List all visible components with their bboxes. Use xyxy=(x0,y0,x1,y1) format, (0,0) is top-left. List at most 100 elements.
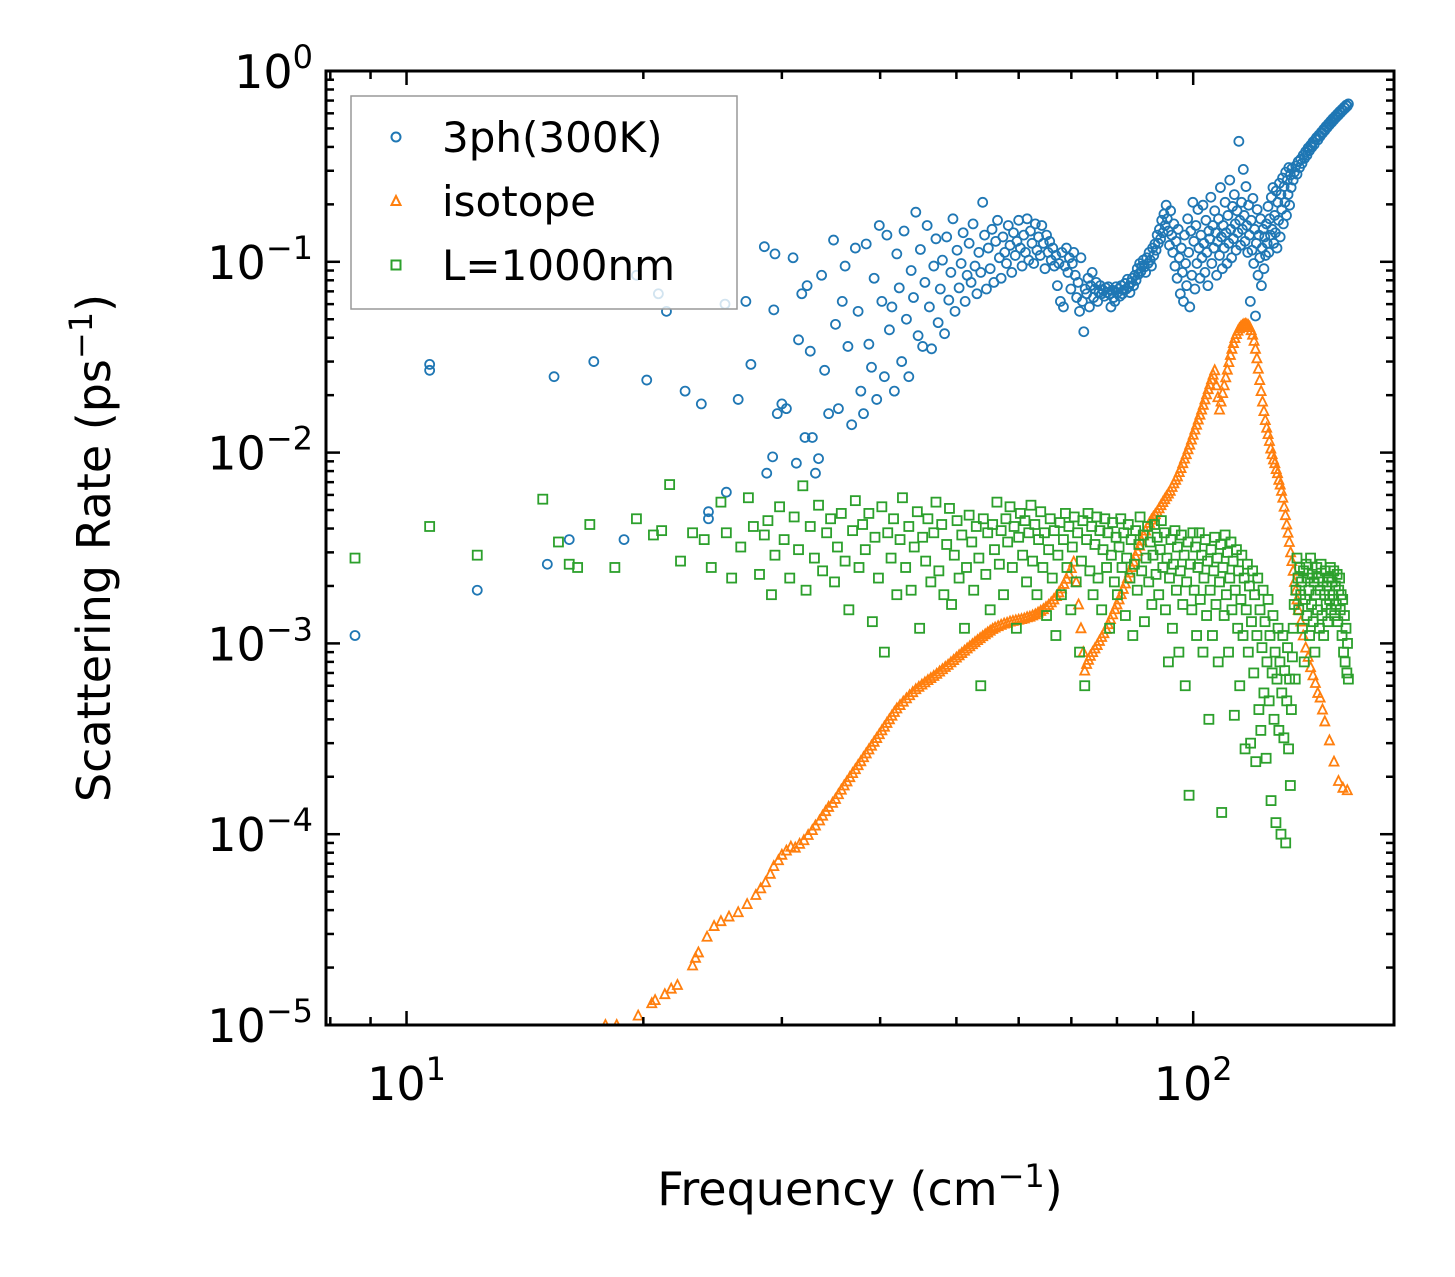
data-point-l1000nm xyxy=(1115,513,1127,525)
data-point-l1000nm xyxy=(742,492,754,504)
data-point-3ph xyxy=(1055,296,1066,307)
data-point-l1000nm xyxy=(973,552,985,564)
data-point-l1000nm xyxy=(1263,695,1275,707)
data-point-3ph xyxy=(1150,244,1162,256)
data-point-3ph xyxy=(471,584,483,596)
data-point-l1000nm xyxy=(1253,704,1265,715)
data-point-l1000nm xyxy=(1255,724,1267,736)
data-point-l1000nm xyxy=(853,562,865,573)
series-0 xyxy=(349,98,1354,641)
data-point-l1000nm xyxy=(553,536,564,548)
data-point-l1000nm xyxy=(1124,572,1136,584)
data-point-l1000nm xyxy=(1261,656,1273,668)
data-point-3ph xyxy=(833,403,844,415)
data-point-l1000nm xyxy=(1285,704,1297,715)
data-point-isotope xyxy=(686,958,699,971)
data-point-l1000nm xyxy=(930,496,942,508)
data-point-3ph xyxy=(943,294,955,306)
data-point-l1000nm xyxy=(1207,630,1218,641)
data-point-3ph xyxy=(349,630,361,641)
data-point-isotope xyxy=(1328,754,1340,767)
data-point-3ph xyxy=(1029,218,1041,230)
data-point-3ph xyxy=(852,305,864,317)
data-point-l1000nm xyxy=(1052,549,1064,561)
data-point-l1000nm xyxy=(897,492,908,504)
data-point-3ph xyxy=(1172,223,1184,235)
data-point-3ph xyxy=(1226,252,1238,264)
data-point-3ph xyxy=(1197,199,1209,211)
data-point-l1000nm xyxy=(843,604,855,616)
data-point-l1000nm xyxy=(1140,552,1152,564)
data-point-3ph xyxy=(1222,210,1234,221)
data-point-3ph xyxy=(993,252,1005,264)
data-point-3ph xyxy=(955,258,967,269)
data-point-isotope xyxy=(1307,668,1319,681)
data-point-l1000nm xyxy=(1264,630,1276,641)
data-point-l1000nm xyxy=(963,509,975,521)
data-point-l1000nm xyxy=(1210,599,1222,610)
data-point-isotope xyxy=(1316,702,1329,715)
data-point-l1000nm xyxy=(1061,562,1073,573)
data-point-isotope xyxy=(1078,663,1091,676)
data-point-3ph xyxy=(1199,266,1211,278)
data-point-3ph xyxy=(912,330,924,342)
data-point-3ph xyxy=(1263,247,1275,258)
data-point-l1000nm xyxy=(1223,646,1234,658)
data-point-l1000nm xyxy=(1225,536,1237,548)
data-point-l1000nm xyxy=(1046,572,1058,584)
data-point-l1000nm xyxy=(1072,527,1084,539)
data-point-l1000nm xyxy=(813,499,824,511)
data-point-l1000nm xyxy=(1339,656,1351,668)
data-point-isotope xyxy=(1117,581,1130,594)
data-point-l1000nm xyxy=(1105,549,1117,561)
data-point-3ph xyxy=(903,371,915,383)
plot-frame xyxy=(324,69,1396,1027)
data-point-3ph xyxy=(1202,280,1214,292)
data-point-isotope xyxy=(903,688,916,701)
y-axis-title-base: Scattering Rate (ps xyxy=(67,359,121,802)
data-point-l1000nm xyxy=(1010,622,1022,634)
data-point-3ph xyxy=(548,371,560,383)
data-point-isotope xyxy=(645,996,658,1009)
data-point-l1000nm xyxy=(966,536,978,548)
data-point-3ph xyxy=(1250,310,1261,322)
data-point-3ph xyxy=(842,341,854,352)
data-point-l1000nm xyxy=(975,680,987,692)
tick-labels: 101 102 100 10−1 10−2 10−3 10−4 10−5 xyxy=(207,38,1232,1111)
data-point-l1000nm xyxy=(1260,752,1272,764)
data-point-3ph xyxy=(1266,223,1278,235)
data-point-l1000nm xyxy=(1188,584,1200,596)
data-point-3ph xyxy=(1178,296,1189,307)
data-point-3ph xyxy=(767,451,779,463)
data-point-l1000nm xyxy=(720,527,732,539)
data-point-l1000nm xyxy=(1181,576,1193,588)
y-tick-label: 10−4 xyxy=(207,801,313,862)
x-tick-label: 102 xyxy=(1154,1050,1233,1111)
data-point-isotope xyxy=(1309,675,1322,688)
data-point-l1000nm xyxy=(998,589,1009,601)
data-point-l1000nm xyxy=(1284,780,1296,791)
data-point-3ph xyxy=(999,247,1011,258)
data-point-3ph xyxy=(1189,283,1201,295)
data-point-l1000nm xyxy=(1101,562,1112,573)
data-point-isotope xyxy=(658,987,671,1000)
data-point-l1000nm xyxy=(859,544,871,556)
data-point-l1000nm xyxy=(758,529,770,541)
y-tick-label: 100 xyxy=(234,38,313,99)
data-point-l1000nm xyxy=(1228,709,1240,721)
data-point-l1000nm xyxy=(941,539,953,550)
data-point-l1000nm xyxy=(1193,527,1205,539)
x-axis-title-tail: ) xyxy=(1045,1162,1063,1216)
data-point-l1000nm xyxy=(471,549,483,561)
data-point-isotope xyxy=(1249,341,1262,354)
data-point-isotope xyxy=(701,929,714,942)
x-tick-label: 101 xyxy=(367,1050,446,1111)
y-tick-label: 10−5 xyxy=(207,992,313,1053)
data-point-3ph xyxy=(1258,263,1270,275)
data-point-3ph xyxy=(787,252,799,264)
data-point-l1000nm xyxy=(809,552,820,564)
data-point-3ph xyxy=(761,467,773,479)
legend-entry-isotope: isotope xyxy=(389,177,596,226)
data-point-l1000nm xyxy=(1113,541,1125,553)
data-point-isotope xyxy=(1255,384,1268,397)
